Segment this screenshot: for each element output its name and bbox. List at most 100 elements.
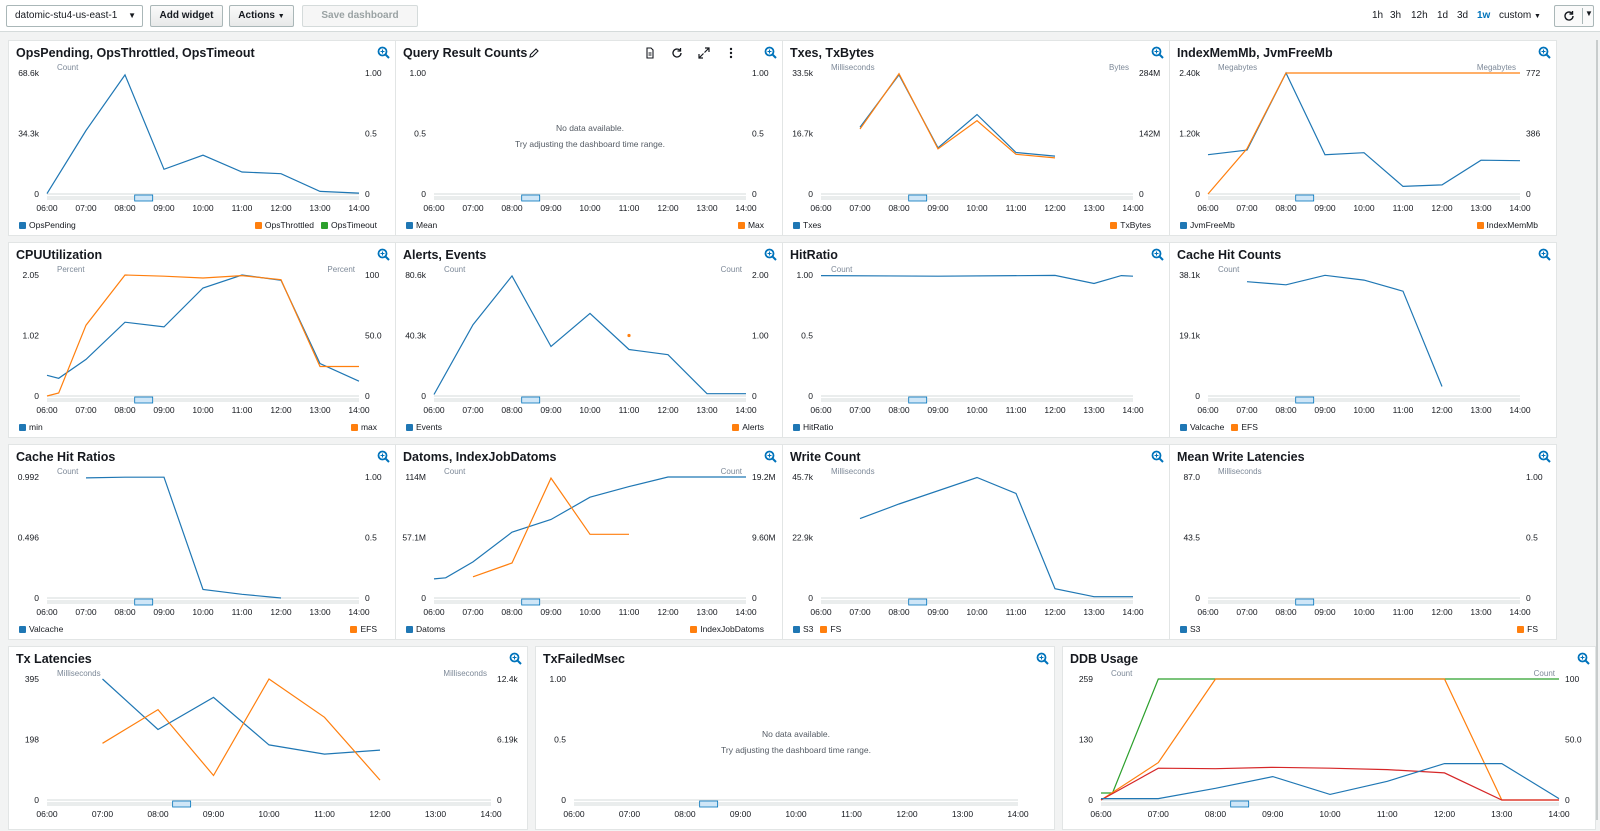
widget-cpuutilization[interactable]: CPUUtilization Percent Percent 2.05 1.02 0 100… (8, 242, 396, 438)
time-scrubber-handle[interactable] (699, 800, 719, 808)
time-scrubber-track[interactable] (434, 398, 746, 402)
time-scrubber-track[interactable] (47, 196, 359, 200)
widget-tx-latencies[interactable]: Tx Latencies Milliseconds Milliseconds 395 1… (8, 646, 528, 830)
range-1w[interactable]: 1w (1477, 10, 1491, 21)
legend-item[interactable]: max (350, 422, 377, 432)
zoom-icon[interactable] (1151, 450, 1164, 463)
legend-item[interactable]: Valcache (1180, 422, 1224, 432)
legend-item[interactable]: OpsPending (19, 220, 76, 230)
time-scrubber-track[interactable] (1101, 802, 1559, 806)
zoom-icon[interactable] (1151, 46, 1164, 59)
time-scrubber-handle[interactable] (521, 396, 541, 404)
time-scrubber-handle[interactable] (1295, 598, 1315, 606)
time-scrubber-handle[interactable] (521, 194, 541, 202)
widget-mean-write-latencies[interactable]: Mean Write Latencies Milliseconds 87.0 43.5… (1169, 444, 1557, 640)
legend-item[interactable]: Txes (793, 220, 821, 230)
range-1h[interactable]: 1h (1372, 10, 1384, 21)
time-scrubber-handle[interactable] (908, 396, 928, 404)
time-scrubber-track[interactable] (574, 802, 1018, 806)
widget-hitratio[interactable]: HitRatio Count 1.00 0.5 0 06:00 07:00 08:00 09:0… (782, 242, 1170, 438)
time-scrubber-track[interactable] (434, 600, 746, 604)
widget-alerts-events[interactable]: Alerts, Events Count Count 80.6k 40.3k 0 2.00 1… (395, 242, 783, 438)
zoom-icon[interactable] (764, 46, 777, 59)
zoom-icon[interactable] (1538, 46, 1551, 59)
legend-item[interactable]: OpsTimeout (321, 220, 377, 230)
legend-item[interactable]: IndexJobDatoms (690, 624, 764, 634)
range-3h[interactable]: 3h (1390, 10, 1402, 21)
range-1d[interactable]: 1d (1437, 10, 1449, 21)
legend-item[interactable]: S3 (793, 624, 813, 634)
time-scrubber-track[interactable] (434, 196, 746, 200)
zoom-icon[interactable] (509, 652, 522, 665)
time-scrubber-handle[interactable] (134, 598, 154, 606)
legend-item[interactable]: JvmFreeMb (1180, 220, 1235, 230)
legend-item[interactable]: OpsThrottled (254, 220, 314, 230)
widget-cache-hit-counts[interactable]: Cache Hit Counts Count 38.1k 19.1k 0 06:00 07:… (1169, 242, 1557, 438)
time-scrubber-track[interactable] (821, 600, 1133, 604)
legend-item[interactable]: Valcache (19, 624, 63, 634)
refresh-dropdown-icon[interactable]: ▼ (1585, 9, 1593, 18)
save-dashboard-button[interactable]: Save dashboard (302, 5, 418, 27)
legend-item[interactable]: TxBytes (1110, 220, 1151, 230)
time-scrubber-handle[interactable] (134, 396, 154, 404)
time-scrubber-handle[interactable] (908, 598, 928, 606)
actions-button[interactable]: Actions ▼ (229, 5, 294, 27)
widget-txes-txbytes[interactable]: Txes, TxBytes Milliseconds Bytes 33.5k 16.7k… (782, 40, 1170, 236)
widget-cache-hit-ratios[interactable]: Cache Hit Ratios Count 0.992 0.496 0 1.00 0.5 0… (8, 444, 396, 640)
time-scrubber-handle[interactable] (1295, 396, 1315, 404)
widget-txfailedmsec[interactable]: TxFailedMsec 1.00 0.5 0 06:00 07:00 08:00 09:00… (535, 646, 1055, 830)
legend-item[interactable]: FS (820, 624, 841, 634)
time-scrubber-track[interactable] (1208, 196, 1520, 200)
pencil-icon[interactable] (528, 47, 540, 59)
refresh-button[interactable]: ▼ (1554, 5, 1594, 27)
time-scrubber-handle[interactable] (1295, 194, 1315, 202)
range-3d[interactable]: 3d (1457, 10, 1469, 21)
zoom-icon[interactable] (764, 450, 777, 463)
more-vertical-icon[interactable] (725, 47, 737, 59)
time-scrubber-track[interactable] (1208, 600, 1520, 604)
add-widget-button[interactable]: Add widget (150, 5, 223, 27)
zoom-icon[interactable] (377, 46, 390, 59)
legend-item[interactable]: Mean (406, 220, 437, 230)
widget-ddb-usage[interactable]: DDB Usage Count Count 259 130 0 100 50.0 0 06:00 0… (1062, 646, 1596, 830)
legend-item[interactable]: HitRatio (793, 422, 833, 432)
time-scrubber-handle[interactable] (172, 800, 192, 808)
widget-opspending-opsthrottled-opstimeout[interactable]: OpsPending, OpsThrottled, OpsTimeout Coun… (8, 40, 396, 236)
time-scrubber-handle[interactable] (134, 194, 154, 202)
legend-item[interactable]: EFS (350, 624, 377, 634)
time-scrubber-track[interactable] (821, 196, 1133, 200)
page-scrollbar[interactable] (1596, 40, 1598, 820)
legend-item[interactable]: Events (406, 422, 442, 432)
time-scrubber-track[interactable] (47, 802, 491, 806)
legend-item[interactable]: EFS (1231, 422, 1258, 432)
dashboard-select[interactable]: datomic-stu4-us-east-1 ▼ (6, 5, 143, 27)
zoom-icon[interactable] (1538, 248, 1551, 261)
legend-item[interactable]: min (19, 422, 43, 432)
zoom-icon[interactable] (1577, 652, 1590, 665)
zoom-icon[interactable] (377, 450, 390, 463)
zoom-icon[interactable] (377, 248, 390, 261)
legend-item[interactable]: Datoms (406, 624, 445, 634)
widget-write-count[interactable]: Write Count Milliseconds 45.7k 22.9k 0 06:00 0… (782, 444, 1170, 640)
zoom-icon[interactable] (1151, 248, 1164, 261)
time-scrubber-track[interactable] (47, 600, 359, 604)
time-scrubber-handle[interactable] (521, 598, 541, 606)
time-scrubber-track[interactable] (821, 398, 1133, 402)
legend-item[interactable]: Alerts (732, 422, 764, 432)
time-scrubber-handle[interactable] (908, 194, 928, 202)
zoom-icon[interactable] (1538, 450, 1551, 463)
document-icon[interactable] (644, 47, 656, 59)
time-scrubber-track[interactable] (47, 398, 359, 402)
legend-item[interactable]: S3 (1180, 624, 1200, 634)
range-custom[interactable]: custom ▼ (1499, 10, 1541, 21)
widget-datoms-indexjobdatoms[interactable]: Datoms, IndexJobDatoms Count Count 114M 57.1… (395, 444, 783, 640)
legend-item[interactable]: IndexMemMb (1476, 220, 1538, 230)
zoom-icon[interactable] (764, 248, 777, 261)
legend-item[interactable]: FS (1517, 624, 1538, 634)
range-12h[interactable]: 12h (1411, 10, 1428, 21)
widget-query-result-counts[interactable]: Query Result Counts 1.00 0.5 0 1.00 0.5 0 06:00… (395, 40, 783, 236)
widget-indexmemmb-jvmfreemb[interactable]: IndexMemMb, JvmFreeMb Megabytes Megabytes 2… (1169, 40, 1557, 236)
refresh-icon[interactable] (671, 47, 683, 59)
time-scrubber-track[interactable] (1208, 398, 1520, 402)
legend-item[interactable]: Max (737, 220, 764, 230)
